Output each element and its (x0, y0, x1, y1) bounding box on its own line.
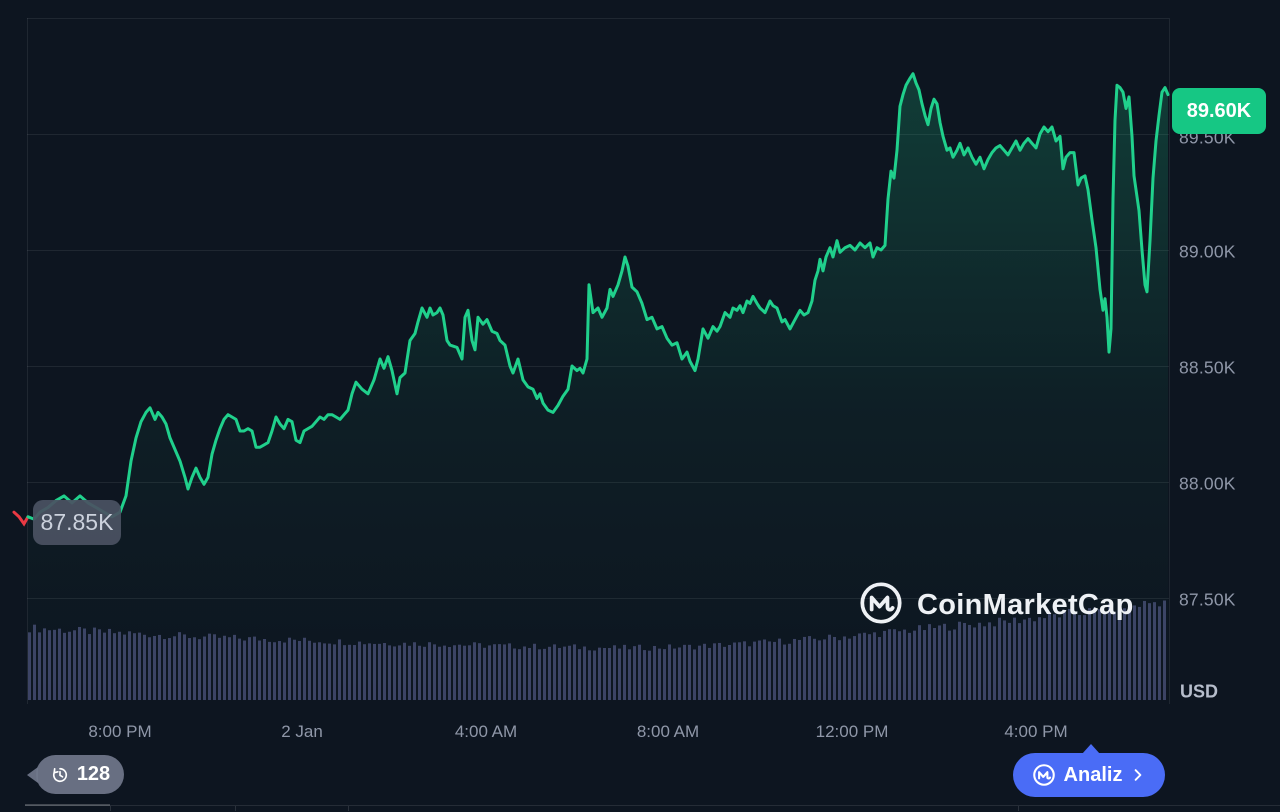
history-clock-icon (50, 765, 70, 785)
analiz-button-label: Analiz (1063, 763, 1123, 786)
coinmarketcap-logo-icon (858, 580, 904, 631)
candle-count-value: 128 (76, 763, 111, 785)
y-axis-unit: USD (1180, 681, 1219, 702)
chevron-right-icon (1130, 767, 1146, 783)
coinmarketcap-logo-icon (1032, 763, 1056, 787)
analiz-button[interactable]: Analiz (1013, 744, 1165, 797)
bottom-panel-divider-highlight (25, 804, 110, 806)
candle-count-badge[interactable]: 128 (36, 755, 124, 794)
watermark-text: CoinMarketCap (917, 589, 1134, 621)
watermark: CoinMarketCap (858, 580, 1134, 631)
bottom-panel-divider (25, 805, 1280, 806)
current-price-badge: 89.60K (1172, 88, 1266, 134)
open-price-tooltip: 87.85K (33, 500, 121, 545)
